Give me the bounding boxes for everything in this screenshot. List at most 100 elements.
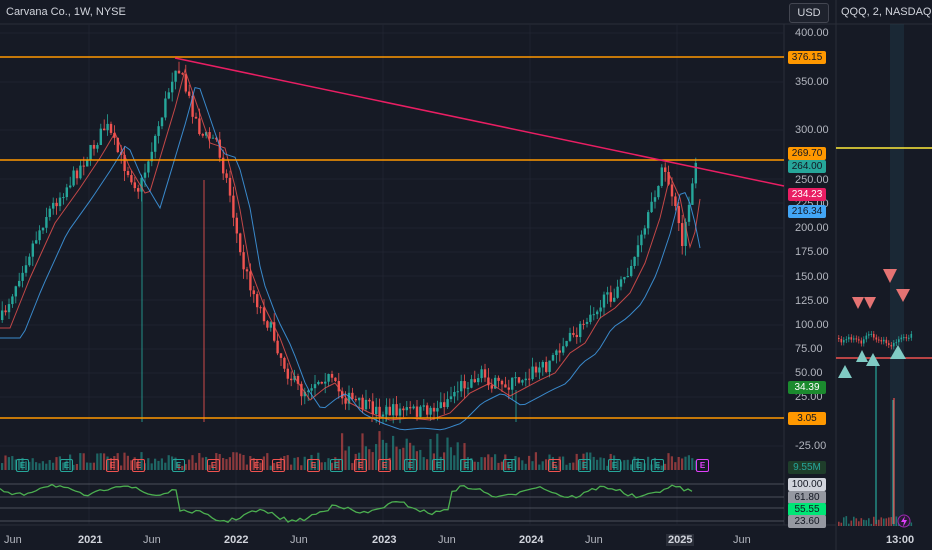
candle-body xyxy=(633,256,636,267)
price-axis-label: 200.00 xyxy=(795,222,829,234)
side-volume-bar xyxy=(868,518,870,526)
candle-body xyxy=(341,391,344,399)
volume-bar xyxy=(92,462,95,470)
side-volume-bar xyxy=(880,517,883,526)
side-volume-bar xyxy=(845,516,848,526)
volume-bar xyxy=(133,457,136,470)
candle-body xyxy=(636,245,640,257)
earnings-badge[interactable]: E xyxy=(250,459,263,472)
earnings-badge[interactable]: E xyxy=(60,459,73,472)
earnings-badge[interactable]: E xyxy=(432,459,445,472)
candle-body xyxy=(58,197,62,207)
volume-bar xyxy=(460,459,463,470)
volume-bar xyxy=(483,457,486,470)
price-axis-label: 100.00 xyxy=(795,319,829,331)
symbol-title[interactable]: Carvana Co., 1W, NYSE xyxy=(6,6,126,18)
earnings-badge[interactable]: E xyxy=(378,459,391,472)
volume-bar xyxy=(429,439,432,470)
earnings-badge[interactable]: E xyxy=(207,459,220,472)
candle-body xyxy=(592,314,595,316)
candle-body xyxy=(324,381,327,384)
candle-body xyxy=(358,397,361,401)
candle-body xyxy=(429,407,432,415)
earnings-badge[interactable]: E xyxy=(272,459,285,472)
candle-body xyxy=(116,137,119,153)
earnings-badge[interactable]: E xyxy=(548,459,561,472)
volume-bar xyxy=(307,458,310,470)
candle-body xyxy=(154,135,157,152)
volume-bar xyxy=(327,458,330,470)
currency-button[interactable]: USD xyxy=(789,3,829,23)
earnings-badge[interactable]: E xyxy=(651,459,664,472)
side-candle-body xyxy=(903,337,905,339)
volume-bar xyxy=(351,463,354,470)
candle-body xyxy=(449,396,453,400)
time-label: Jun xyxy=(438,534,456,546)
candle-body xyxy=(296,375,300,384)
candle-body xyxy=(239,233,242,253)
side-volume-bar xyxy=(863,519,865,526)
earnings-badge[interactable]: E xyxy=(632,459,645,472)
candle-body xyxy=(1,310,4,320)
candle-body xyxy=(436,408,439,412)
candle-body xyxy=(262,307,266,322)
volume-bar xyxy=(477,461,480,470)
earnings-badge[interactable]: E xyxy=(307,459,320,472)
earnings-badge[interactable]: E xyxy=(106,459,119,472)
candle-body xyxy=(415,406,419,417)
candle-body xyxy=(364,399,368,410)
candle-body xyxy=(171,81,174,93)
earnings-badge[interactable]: E xyxy=(172,459,185,472)
candle-body xyxy=(412,406,415,409)
earnings-badge[interactable]: E xyxy=(354,459,367,472)
earnings-badge[interactable]: E xyxy=(330,459,343,472)
time-label: 2024 xyxy=(519,534,544,546)
earnings-badge[interactable]: E xyxy=(16,459,29,472)
candle-body xyxy=(647,212,650,229)
candle-body xyxy=(24,265,28,273)
candle-body xyxy=(589,314,592,322)
candle-body xyxy=(511,377,514,390)
ma-fast-tag: 234.23 xyxy=(788,188,826,201)
candle-body xyxy=(79,165,82,179)
side-candle-body xyxy=(875,337,878,340)
candle-body xyxy=(534,366,538,373)
trendline[interactable] xyxy=(174,57,785,187)
side-candle-body xyxy=(888,343,890,345)
candle-body xyxy=(548,360,551,372)
earnings-badge[interactable]: E xyxy=(578,459,591,472)
earnings-badge[interactable]: E xyxy=(132,459,145,472)
candle-body xyxy=(184,74,187,92)
buy-marker xyxy=(890,345,906,359)
volume-bar xyxy=(48,460,51,470)
candle-body xyxy=(507,387,510,390)
volume-bar xyxy=(239,453,242,470)
volume-bar xyxy=(344,450,347,470)
candle-body xyxy=(334,377,337,382)
side-symbol-title[interactable]: QQQ, 2, NASDAQ xyxy=(841,6,932,18)
volume-bar xyxy=(96,453,99,470)
earnings-badge[interactable]: E xyxy=(404,459,417,472)
volume-bar xyxy=(592,456,595,470)
candle-body xyxy=(4,310,7,313)
volume-bar xyxy=(623,460,626,470)
side-chart-canvas xyxy=(836,24,932,528)
candle-body xyxy=(643,228,646,235)
price-axis-label: -25.00 xyxy=(795,440,827,452)
candle-body xyxy=(514,377,517,379)
side-volume-bar xyxy=(888,517,890,526)
candle-body xyxy=(368,399,371,402)
earnings-badge[interactable]: E xyxy=(696,459,709,472)
candle-body xyxy=(225,173,228,178)
earnings-badge[interactable]: E xyxy=(608,459,621,472)
candle-body xyxy=(69,185,72,188)
earnings-badge[interactable]: E xyxy=(460,459,473,472)
earnings-badge[interactable]: E xyxy=(503,459,516,472)
side-candle-body xyxy=(893,343,895,347)
volume-bar xyxy=(116,453,119,470)
volume-bar xyxy=(174,457,177,470)
time-label: 2022 xyxy=(224,534,249,546)
side-volume-bar xyxy=(853,516,855,526)
volume-bar xyxy=(633,456,636,470)
